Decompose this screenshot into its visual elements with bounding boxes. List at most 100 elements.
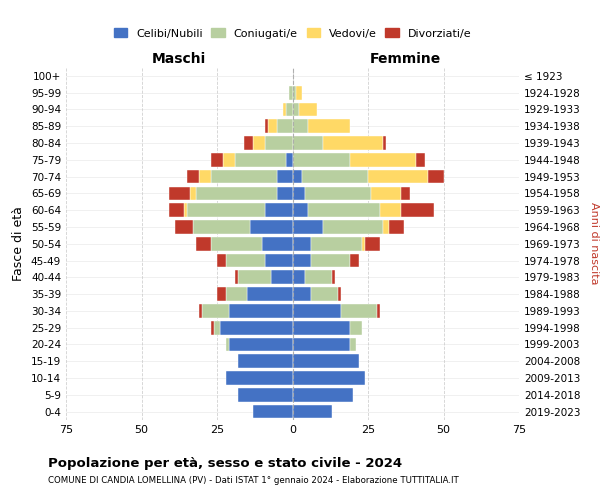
Bar xyxy=(226,371,293,385)
Bar xyxy=(211,170,277,183)
Bar xyxy=(271,270,293,284)
Bar xyxy=(244,136,253,150)
Bar xyxy=(371,186,401,200)
Bar xyxy=(169,186,190,200)
Bar xyxy=(341,304,377,318)
Bar xyxy=(175,220,193,234)
Bar xyxy=(286,102,293,117)
Bar xyxy=(338,287,341,301)
Bar xyxy=(293,404,332,418)
Bar xyxy=(380,204,401,217)
Bar xyxy=(235,270,238,284)
Bar xyxy=(293,270,305,284)
Text: Popolazione per età, sesso e stato civile - 2024: Popolazione per età, sesso e stato civil… xyxy=(48,458,402,470)
Bar xyxy=(193,220,250,234)
Bar xyxy=(323,136,383,150)
Bar xyxy=(350,338,356,351)
Bar xyxy=(211,237,262,250)
Bar xyxy=(350,321,362,334)
Bar xyxy=(377,304,380,318)
Bar xyxy=(187,204,265,217)
Bar xyxy=(293,254,311,268)
Bar xyxy=(362,237,365,250)
Bar xyxy=(311,237,362,250)
Bar xyxy=(293,86,296,100)
Bar xyxy=(214,321,220,334)
Bar xyxy=(265,204,293,217)
Bar xyxy=(305,186,371,200)
Bar xyxy=(389,220,404,234)
Bar xyxy=(211,321,214,334)
Bar xyxy=(184,204,187,217)
Bar xyxy=(350,254,359,268)
Bar xyxy=(262,237,293,250)
Bar xyxy=(305,270,332,284)
Bar xyxy=(217,287,226,301)
Legend: Celibi/Nubili, Coniugati/e, Vedovi/e, Divorziati/e: Celibi/Nubili, Coniugati/e, Vedovi/e, Di… xyxy=(109,24,476,43)
Bar xyxy=(265,136,293,150)
Bar xyxy=(199,304,202,318)
Bar xyxy=(223,153,235,166)
Bar xyxy=(296,86,302,100)
Bar xyxy=(332,270,335,284)
Bar xyxy=(308,120,350,133)
Bar xyxy=(428,170,443,183)
Bar xyxy=(190,186,196,200)
Y-axis label: Anni di nascita: Anni di nascita xyxy=(589,202,599,285)
Bar xyxy=(293,136,323,150)
Bar xyxy=(169,204,184,217)
Text: Femmine: Femmine xyxy=(370,52,442,66)
Bar xyxy=(293,220,323,234)
Bar xyxy=(268,120,277,133)
Bar xyxy=(368,170,428,183)
Bar xyxy=(226,338,229,351)
Bar xyxy=(253,136,265,150)
Bar xyxy=(383,220,389,234)
Bar xyxy=(293,354,359,368)
Bar xyxy=(293,371,365,385)
Bar xyxy=(293,321,350,334)
Bar xyxy=(293,204,308,217)
Bar xyxy=(196,237,211,250)
Bar xyxy=(293,170,302,183)
Bar xyxy=(250,220,293,234)
Bar xyxy=(416,153,425,166)
Bar xyxy=(293,388,353,402)
Bar xyxy=(265,120,268,133)
Bar xyxy=(217,254,226,268)
Bar xyxy=(229,304,293,318)
Bar xyxy=(199,170,211,183)
Bar xyxy=(220,321,293,334)
Bar xyxy=(350,153,416,166)
Bar xyxy=(226,287,247,301)
Bar xyxy=(229,338,293,351)
Bar xyxy=(401,186,410,200)
Bar xyxy=(187,170,199,183)
Bar xyxy=(253,404,293,418)
Bar xyxy=(277,186,293,200)
Bar xyxy=(286,153,293,166)
Bar xyxy=(235,153,286,166)
Bar xyxy=(238,270,271,284)
Bar xyxy=(293,102,299,117)
Bar xyxy=(293,237,311,250)
Bar xyxy=(308,204,380,217)
Bar xyxy=(383,136,386,150)
Bar xyxy=(202,304,229,318)
Bar xyxy=(293,120,308,133)
Text: COMUNE DI CANDIA LOMELLINA (PV) - Dati ISTAT 1° gennaio 2024 - Elaborazione TUTT: COMUNE DI CANDIA LOMELLINA (PV) - Dati I… xyxy=(48,476,459,485)
Y-axis label: Fasce di età: Fasce di età xyxy=(13,206,25,281)
Text: Maschi: Maschi xyxy=(152,52,206,66)
Bar xyxy=(247,287,293,301)
Bar xyxy=(238,388,293,402)
Bar xyxy=(311,287,338,301)
Bar xyxy=(365,237,380,250)
Bar xyxy=(196,186,277,200)
Bar xyxy=(277,170,293,183)
Bar xyxy=(293,186,305,200)
Bar xyxy=(311,254,350,268)
Bar xyxy=(401,204,434,217)
Bar xyxy=(277,120,293,133)
Bar xyxy=(293,338,350,351)
Bar xyxy=(302,170,368,183)
